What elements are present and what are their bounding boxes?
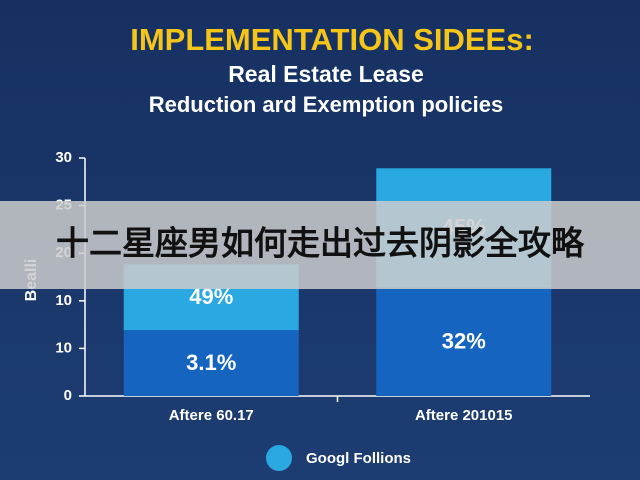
legend-swatch xyxy=(266,445,292,471)
overlay-banner xyxy=(0,201,640,289)
bar-segment xyxy=(123,330,299,396)
x-tick-label: Aftere 201015 xyxy=(415,407,513,424)
segment-label: 3.1% xyxy=(186,350,236,375)
y-tick-label: 10 xyxy=(55,292,72,309)
chart-title: IMPLEMENTATION SIDEEs: xyxy=(130,22,534,57)
overlay-text: 十二星座男如何走出过去阴影全攻略 xyxy=(56,225,585,262)
y-tick-label: 30 xyxy=(55,149,72,166)
bar-segment xyxy=(376,287,552,396)
legend-label: Googl Follions xyxy=(306,450,411,467)
chart-subtitle: Reduction ard Exemption policies xyxy=(149,92,504,117)
y-tick-label: 10 xyxy=(55,339,72,356)
y-tick-label: 0 xyxy=(64,387,72,404)
chart-subtitle: Real Estate Lease xyxy=(228,61,424,87)
x-tick-label: Aftere 60.17 xyxy=(169,407,254,424)
segment-label: 32% xyxy=(442,328,486,353)
